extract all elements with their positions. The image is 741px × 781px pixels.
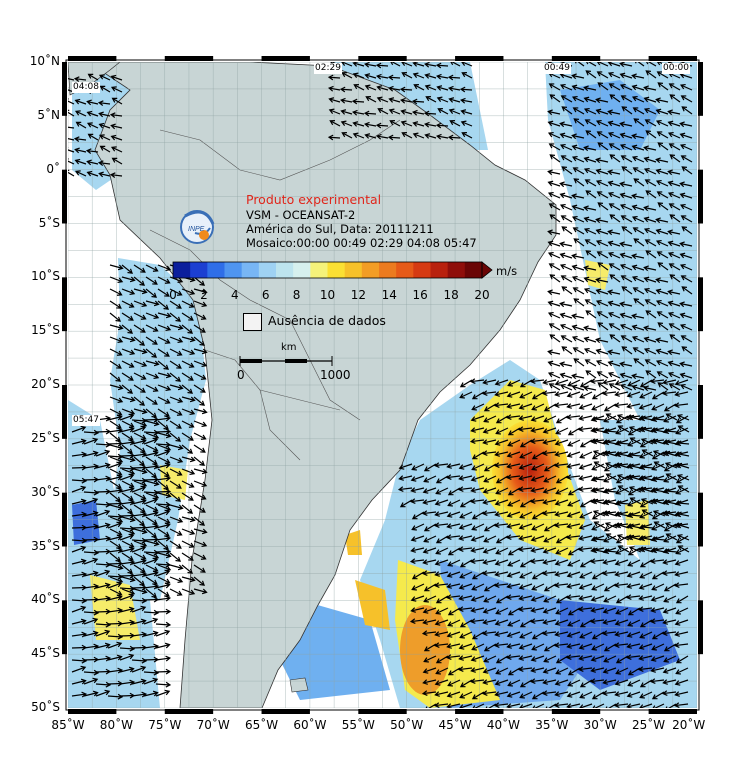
latitude-tick-label: 50˚S bbox=[31, 700, 60, 714]
sensor-text: VSM - OCEANSAT-2 bbox=[246, 208, 356, 222]
latitude-tick-label: 20˚S bbox=[31, 377, 60, 391]
falklands bbox=[289, 677, 309, 693]
longitude-tick-label: 55˚W bbox=[341, 718, 375, 732]
colorbar-segment bbox=[276, 262, 294, 278]
pass-time-label: 02:29 bbox=[314, 63, 342, 74]
latitude-tick-label: 10˚S bbox=[31, 269, 60, 284]
scale-bar-start: 0 bbox=[237, 368, 245, 382]
map-frame bbox=[62, 56, 703, 714]
latitude-tick-label: 30˚S bbox=[31, 484, 60, 499]
scale-bar-end: 1000 bbox=[320, 368, 351, 382]
colorbar-segment bbox=[447, 262, 466, 278]
colorbar-tick-label: 4 bbox=[230, 288, 239, 302]
longitude-tick-label: 40˚W bbox=[486, 718, 521, 732]
longitude-tick-label: 80˚W bbox=[99, 718, 133, 732]
colorbar-units: m/s bbox=[496, 264, 518, 278]
latitude-tick-label: 40˚S bbox=[31, 592, 60, 607]
mosaic-text: Mosaico:00:00 00:49 02:29 04:08 05:47 bbox=[246, 236, 477, 250]
longitude-tick-label: 50˚W bbox=[390, 718, 424, 732]
product-title: Produto experimental bbox=[246, 192, 382, 207]
colorbar-segment bbox=[190, 262, 208, 278]
colorbar-tick-label: 20 bbox=[474, 288, 490, 302]
colorbar-tick-label: 6 bbox=[261, 288, 270, 302]
pass-time-label: 00:49 bbox=[543, 63, 571, 74]
colorbar-tick-label: 16 bbox=[412, 288, 428, 302]
colorbar-segment bbox=[327, 262, 346, 278]
country-borders bbox=[149, 119, 401, 461]
colorbar-segment bbox=[173, 262, 191, 278]
colorbar-segment bbox=[413, 262, 431, 278]
scale-bar-title: km bbox=[281, 342, 297, 353]
colorbar-segment bbox=[344, 262, 363, 278]
colorbar-tick-label: 12 bbox=[350, 288, 367, 302]
latitude-tick-label: 25˚S bbox=[31, 430, 60, 445]
colorbar-segment bbox=[241, 262, 260, 278]
longitude-tick-label: 20˚W bbox=[672, 718, 706, 732]
latitude-tick-label: 35˚S bbox=[31, 538, 60, 553]
longitude-tick-label: 75˚W bbox=[148, 718, 182, 732]
longitude-tick-label: 60˚W bbox=[293, 718, 327, 732]
latitude-tick-label: 5˚N bbox=[37, 107, 60, 122]
pass-time-label: 05:47 bbox=[72, 415, 100, 426]
colorbar-tick-label: 14 bbox=[381, 288, 397, 302]
colorbar-segment bbox=[361, 262, 380, 278]
latitude-tick-label: 45˚S bbox=[31, 646, 60, 661]
colorbar bbox=[172, 261, 493, 279]
colorbar-tick-label: 0 bbox=[169, 288, 177, 302]
colorbar-segment bbox=[258, 262, 277, 278]
latitude-tick-label: 5˚S bbox=[38, 215, 60, 230]
colorbar-segment bbox=[310, 262, 328, 278]
latitude-tick-label: 10˚N bbox=[29, 54, 60, 68]
colorbar-tick-label: 10 bbox=[319, 288, 336, 302]
latitude-tick-label: 15˚S bbox=[31, 323, 60, 338]
longitude-tick-label: 30˚W bbox=[583, 718, 617, 732]
no-data-label: Ausência de dados bbox=[268, 313, 386, 328]
wind-vectors bbox=[68, 62, 693, 708]
colorbar-segment bbox=[396, 262, 414, 278]
inpe-logo: INPE bbox=[180, 210, 215, 244]
longitude-tick-label: 70˚W bbox=[196, 718, 230, 732]
longitude-tick-label: 85˚W bbox=[51, 718, 85, 732]
region-date-text: América do Sul, Data: 20111211 bbox=[246, 222, 434, 236]
colorbar-tick-label: 18 bbox=[443, 288, 459, 302]
scale-bar bbox=[239, 356, 333, 366]
longitude-tick-label: 45˚W bbox=[438, 718, 472, 732]
pass-time-label: 04:08 bbox=[72, 82, 100, 93]
svg-text:INPE: INPE bbox=[188, 226, 205, 233]
longitude-tick-label: 65˚W bbox=[244, 718, 279, 732]
colorbar-segment bbox=[379, 262, 397, 278]
longitude-tick-label: 35˚W bbox=[535, 718, 569, 732]
longitude-tick-label: 25˚W bbox=[632, 718, 666, 732]
colorbar-segment bbox=[224, 262, 243, 278]
pass-time-label: 00:00 bbox=[662, 63, 690, 74]
colorbar-segment bbox=[293, 262, 311, 278]
colorbar-segment bbox=[464, 262, 483, 278]
colorbar-tick-label: 8 bbox=[292, 288, 301, 302]
colorbar-segment bbox=[430, 262, 449, 278]
colorbar-segment bbox=[207, 262, 225, 278]
latitude-tick-label: 0˚ bbox=[46, 161, 60, 176]
no-data-swatch bbox=[243, 313, 262, 331]
colorbar-tick-label: 2 bbox=[200, 288, 208, 302]
